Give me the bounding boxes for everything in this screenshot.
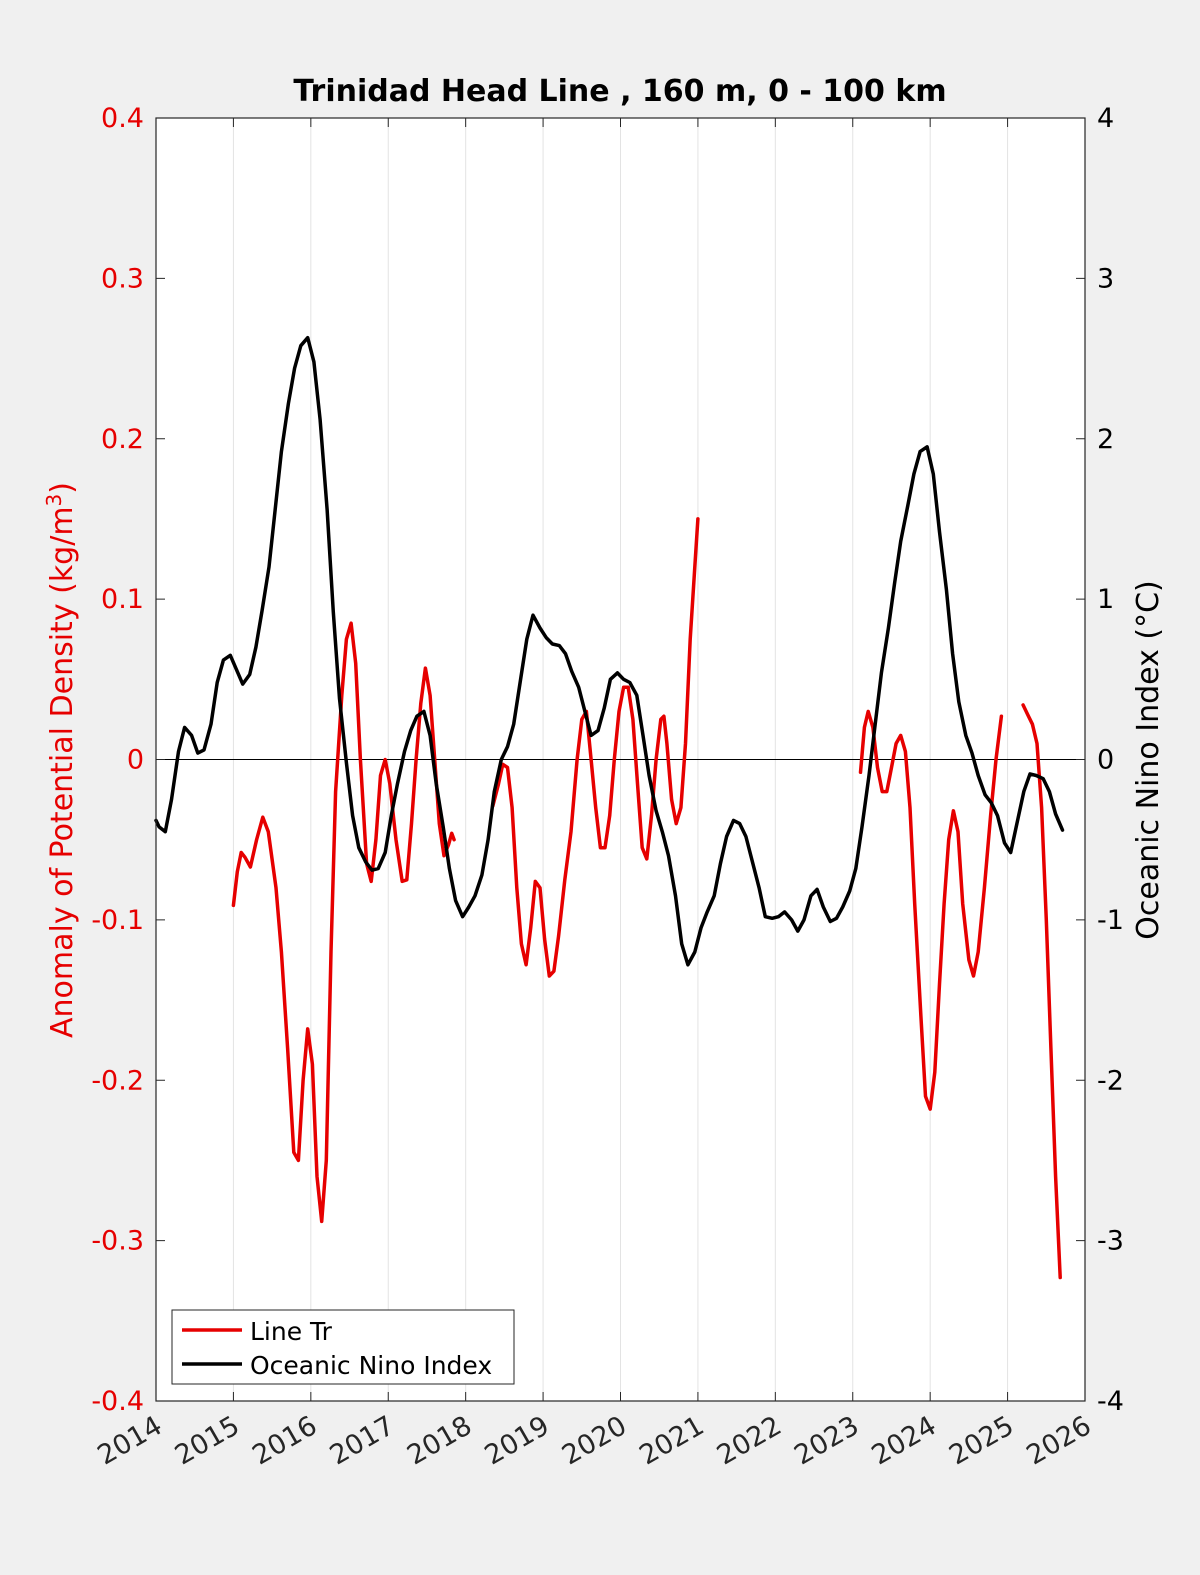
left-axis-label-text: Anomaly of Potential Density (kg/m [45, 506, 80, 1038]
legend-label-line-tr: Line Tr [250, 1317, 333, 1346]
series-oceanic-nino-index-segment-0 [154, 335, 1065, 967]
y-left-tick-label-0.1: 0.1 [101, 584, 144, 615]
y-left-tick-label--0.1: -0.1 [91, 905, 144, 936]
y-right-tick-label-3: 3 [1097, 263, 1114, 294]
axis-ticks [155, 117, 1086, 1402]
series-line-tr-segment-2 [858, 709, 1004, 1111]
x-tick-label-2018: 2018 [402, 1410, 477, 1471]
y-left-tick-label-0: 0 [127, 745, 144, 776]
y-left-tick-label-0.2: 0.2 [101, 424, 144, 455]
x-tick-label-2022: 2022 [712, 1410, 787, 1471]
x-tick-label-2016: 2016 [247, 1410, 322, 1471]
series-line-tr-segment-1 [491, 517, 700, 978]
left-axis-label-close: ) [45, 482, 80, 494]
series-group [154, 335, 1065, 1280]
left-axis-label: Anomaly of Potential Density (kg/m3) [42, 482, 80, 1038]
series-line-tr-segment-0 [231, 621, 456, 1224]
legend: Line Tr Oceanic Nino Index [171, 1309, 515, 1385]
right-axis-label: Oceanic Nino Index (°C) [1131, 580, 1166, 940]
chart-title: Trinidad Head Line , 160 m, 0 - 100 km [293, 74, 946, 109]
y-right-tick-label--4: -4 [1097, 1386, 1124, 1417]
y-right-tick-label-4: 4 [1097, 103, 1114, 134]
x-tick-label-2026: 2026 [1021, 1410, 1096, 1471]
y-left-tick-labels: -0.4 -0.3 -0.2 -0.1 0 0.1 0.2 0.3 0.4 [91, 103, 144, 1417]
series-line-tr-segment-3 [1021, 703, 1062, 1280]
y-right-tick-label-1: 1 [1097, 584, 1114, 615]
y-right-tick-labels: -4 -3 -2 -1 0 1 2 3 4 [1097, 103, 1124, 1417]
y-right-tick-label--1: -1 [1097, 905, 1124, 936]
x-tick-label-2015: 2015 [170, 1410, 245, 1471]
left-axis-label-sup: 3 [42, 494, 66, 507]
x-tick-label-2021: 2021 [634, 1410, 709, 1471]
x-tick-label-2024: 2024 [867, 1410, 942, 1471]
y-left-tick-label--0.4: -0.4 [91, 1386, 144, 1417]
legend-box [171, 1309, 515, 1385]
x-tick-labels: 2014 2015 2016 2017 2018 2019 2020 2021 2022 2023… [92, 1410, 1096, 1471]
x-tick-label-2014: 2014 [92, 1410, 167, 1471]
y-right-tick-label-0: 0 [1097, 745, 1114, 776]
x-tick-label-2019: 2019 [480, 1410, 555, 1471]
y-left-tick-label--0.3: -0.3 [91, 1226, 144, 1257]
x-tick-label-2017: 2017 [325, 1410, 400, 1471]
y-right-tick-label--3: -3 [1097, 1226, 1124, 1257]
y-right-tick-label--2: -2 [1097, 1065, 1124, 1096]
x-tick-label-2020: 2020 [557, 1410, 632, 1471]
x-tick-label-2025: 2025 [944, 1410, 1019, 1471]
y-left-tick-label-0.4: 0.4 [101, 103, 144, 134]
legend-label-oni: Oceanic Nino Index [250, 1351, 492, 1380]
y-left-tick-label--0.2: -0.2 [91, 1065, 144, 1096]
y-left-tick-label-0.3: 0.3 [101, 263, 144, 294]
x-tick-label-2023: 2023 [789, 1410, 864, 1471]
y-right-tick-label-2: 2 [1097, 424, 1114, 455]
